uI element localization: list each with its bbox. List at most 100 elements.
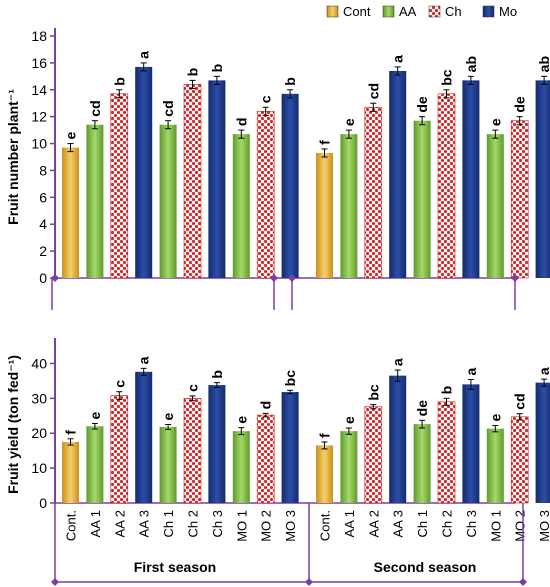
bar <box>510 120 529 279</box>
bar <box>256 414 275 504</box>
legend-swatch-aa <box>382 5 395 18</box>
bar <box>413 424 431 503</box>
legend-label-aa: AA <box>399 4 417 19</box>
bar <box>110 395 129 504</box>
significance-letter: de <box>414 400 430 417</box>
significance-letter: b <box>185 68 201 77</box>
bar <box>110 93 129 279</box>
significance-letter: a <box>136 51 152 59</box>
y-tick-label: 12 <box>31 109 47 125</box>
bar <box>208 385 226 503</box>
significance-letter: e <box>341 416 357 424</box>
bar <box>135 66 153 278</box>
bar <box>135 371 153 503</box>
significance-letter: f <box>63 430 79 435</box>
season-label-second: Second season <box>374 559 477 575</box>
significance-letter: b <box>439 386 455 395</box>
bar <box>86 426 104 503</box>
bar <box>486 428 504 503</box>
axis-diamond <box>511 274 519 282</box>
significance-letter: b <box>111 77 127 86</box>
x-category-label: Cont. <box>64 510 79 541</box>
bar <box>462 80 480 278</box>
axis-diamond <box>51 274 59 282</box>
bar <box>364 406 383 504</box>
bar <box>62 147 79 278</box>
significance-letter: de <box>414 96 430 113</box>
x-category-label: Ch 2 <box>440 510 455 537</box>
y-tick-label: 20 <box>31 425 47 441</box>
x-category-label: AA 2 <box>366 510 381 537</box>
x-category-label: Cont. <box>318 510 333 541</box>
bar <box>232 431 250 503</box>
x-category-label: Ch 1 <box>161 510 176 537</box>
significance-letter: cd <box>160 100 176 116</box>
legend-swatch-ch <box>428 5 441 18</box>
significance-letter: e <box>160 413 176 421</box>
x-category-label: AA 2 <box>112 510 127 537</box>
x-category-label: MO 1 <box>234 510 249 542</box>
bar <box>437 93 456 279</box>
axis-diamond <box>288 274 296 282</box>
x-category-label: Ch 3 <box>464 510 479 537</box>
bar <box>340 134 358 278</box>
significance-letter: bc <box>439 69 455 86</box>
bar <box>232 134 250 278</box>
x-category-label: AA 1 <box>88 510 103 537</box>
bar <box>437 401 456 504</box>
x-category-label: MO 3 <box>283 510 298 542</box>
significance-letter: b <box>209 370 225 379</box>
x-category-label: MO 1 <box>488 510 503 542</box>
bar <box>486 134 504 278</box>
y-tick-label: 0 <box>39 495 47 511</box>
significance-letter: bc <box>282 370 298 387</box>
significance-letter: a <box>463 367 479 375</box>
significance-letter: bc <box>365 384 381 401</box>
legend: Cont AA Ch Mo <box>326 4 517 19</box>
x-category-label: MO 2 <box>513 510 528 542</box>
significance-letter: e <box>341 118 357 126</box>
significance-letter: f <box>317 433 333 438</box>
axis-diamond <box>270 274 278 282</box>
bar <box>86 124 104 278</box>
significance-letter: a <box>536 367 550 375</box>
x-category-label: AA 1 <box>342 510 357 537</box>
bar <box>535 80 550 278</box>
bar <box>281 93 299 278</box>
significance-letter: d <box>233 118 249 127</box>
significance-letter: e <box>233 416 249 424</box>
legend-label-cont: Cont <box>343 4 371 19</box>
y-tick-label: 14 <box>31 82 47 98</box>
bar <box>413 120 431 278</box>
bar <box>364 106 383 279</box>
significance-letter: e <box>487 414 503 422</box>
y-tick-label: 30 <box>31 390 47 406</box>
significance-letter: d <box>258 401 274 410</box>
bar <box>183 84 202 279</box>
x-category-label: Ch 1 <box>415 510 430 537</box>
bar <box>389 375 407 503</box>
bar <box>316 152 333 278</box>
legend-swatch-mo <box>482 5 495 18</box>
significance-letter: b <box>209 64 225 73</box>
bar <box>62 441 79 503</box>
significance-letter: a <box>390 358 406 366</box>
significance-letter: cd <box>87 100 103 116</box>
y-tick-label: 4 <box>39 216 47 232</box>
significance-letter: b <box>282 77 298 86</box>
significance-letter: cd <box>512 393 528 409</box>
x-category-label: MO 2 <box>259 510 274 542</box>
x-category-label: Ch 2 <box>186 510 201 537</box>
significance-letter: c <box>111 380 127 388</box>
bar <box>535 382 550 503</box>
y-tick-label: 2 <box>39 243 47 259</box>
bar <box>159 426 177 503</box>
significance-letter: c <box>185 384 201 392</box>
season-label-first: First season <box>134 559 216 575</box>
y-tick-label: 10 <box>31 460 47 476</box>
significance-letter: c <box>258 95 274 103</box>
y-axis-title: Fruit number plant⁻¹ <box>5 89 21 225</box>
y-tick-label: 6 <box>39 189 47 205</box>
